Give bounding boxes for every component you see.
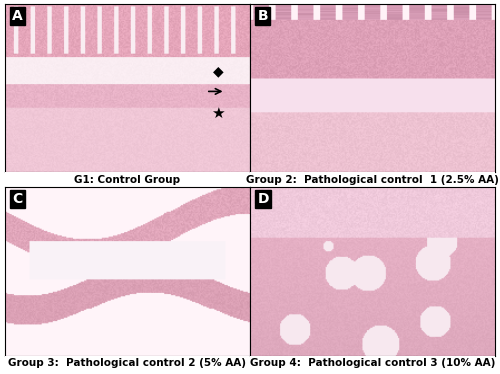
Text: Group 4:  Pathological control 3 (10% AA): Group 4: Pathological control 3 (10% AA) bbox=[250, 358, 495, 368]
Text: Group 3:  Pathological control 2 (5% AA): Group 3: Pathological control 2 (5% AA) bbox=[8, 358, 246, 368]
Text: Group 2:  Pathological control  1 (2.5% AA): Group 2: Pathological control 1 (2.5% AA… bbox=[246, 175, 499, 185]
Text: ★: ★ bbox=[212, 106, 225, 121]
Text: ◆: ◆ bbox=[213, 64, 224, 78]
Text: G1: Control Group: G1: Control Group bbox=[74, 175, 180, 185]
Text: C: C bbox=[12, 192, 22, 206]
Text: D: D bbox=[258, 192, 269, 206]
Text: A: A bbox=[12, 9, 23, 23]
Text: B: B bbox=[258, 9, 268, 23]
